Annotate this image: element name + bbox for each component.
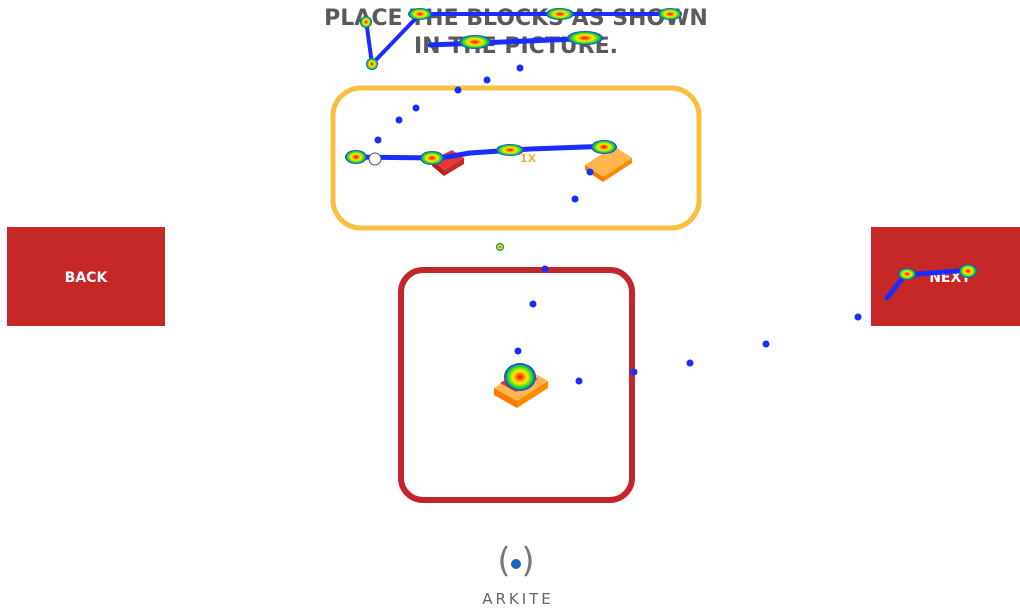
gaze-point bbox=[572, 196, 579, 203]
gaze-blob bbox=[366, 58, 378, 70]
gaze-point bbox=[484, 77, 491, 84]
gaze-blob bbox=[408, 8, 432, 20]
gaze-path bbox=[348, 146, 612, 158]
gaze-blob bbox=[504, 363, 536, 391]
gaze-point bbox=[496, 243, 504, 251]
gaze-point bbox=[375, 137, 382, 144]
gaze-point bbox=[396, 117, 403, 124]
gaze-blob bbox=[496, 144, 524, 156]
gaze-blob bbox=[546, 8, 574, 20]
gaze-point bbox=[576, 378, 583, 385]
gaze-blob bbox=[345, 150, 367, 164]
gaze-point bbox=[455, 87, 462, 94]
gaze-point bbox=[763, 341, 770, 348]
gaze-blob bbox=[658, 8, 682, 20]
gaze-blob bbox=[420, 151, 444, 165]
page: {"header": {"title_lines": ["PLACE THE B… bbox=[0, 0, 1020, 609]
gaze-point bbox=[855, 314, 862, 321]
gaze-point bbox=[631, 369, 638, 376]
gaze-point bbox=[413, 105, 420, 112]
count-label: 1X bbox=[520, 152, 537, 165]
gaze-blob bbox=[898, 268, 916, 280]
logo-dot bbox=[511, 559, 521, 569]
gaze-point bbox=[542, 266, 549, 273]
screen: PLACE THE BLOCKS AS SHOWN IN THE PICTURE… bbox=[0, 0, 1020, 609]
gaze-point bbox=[530, 301, 537, 308]
instruction-line-1: PLACE THE BLOCKS AS SHOWN bbox=[324, 6, 708, 31]
gaze-point bbox=[517, 65, 524, 72]
gaze-blob bbox=[959, 264, 977, 278]
gaze-blob bbox=[360, 16, 372, 28]
back-label[interactable]: BACK bbox=[65, 270, 109, 286]
gaze-blob bbox=[459, 35, 491, 49]
gaze-point bbox=[515, 348, 522, 355]
gaze-point bbox=[587, 169, 594, 176]
gaze-blob bbox=[591, 140, 617, 154]
logo-text: ARKITE bbox=[482, 590, 554, 608]
cursor-ring bbox=[369, 153, 381, 165]
gaze-overlay bbox=[345, 8, 977, 391]
gaze-point bbox=[687, 360, 694, 367]
gaze-blob bbox=[567, 31, 603, 45]
